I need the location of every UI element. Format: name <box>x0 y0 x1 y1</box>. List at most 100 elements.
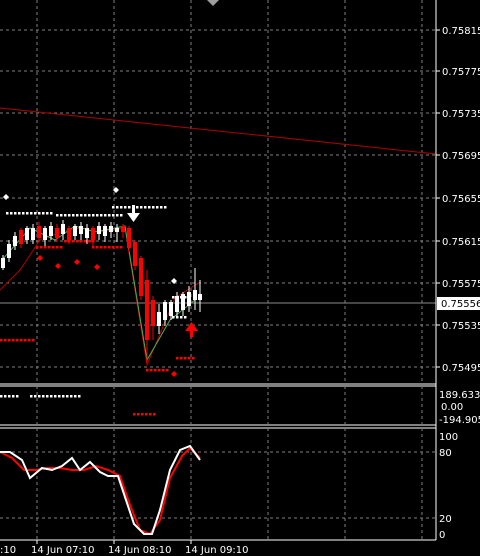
marker-dot <box>116 206 119 209</box>
marker-dot <box>52 246 55 249</box>
indicator-dot <box>133 413 136 416</box>
indicator-dot <box>153 413 156 416</box>
candlesticks <box>1 220 202 362</box>
marker-dot <box>136 206 139 209</box>
marker-dot <box>50 212 53 215</box>
price-label: 0.75655 <box>442 194 480 205</box>
marker-dot <box>172 296 175 299</box>
current-price-badge <box>437 297 480 310</box>
marker-dot <box>96 214 99 217</box>
price-label: 0.75735 <box>442 109 480 120</box>
candle-body <box>73 226 77 236</box>
marker-dot <box>76 240 79 243</box>
marker-dot <box>176 316 179 319</box>
marker-dot <box>100 246 103 249</box>
marker-dot <box>172 316 175 319</box>
trendline[interactable] <box>0 107 437 155</box>
indicator-dot <box>145 413 148 416</box>
oscillator-window <box>0 427 436 541</box>
price-label: 0.75695 <box>442 151 480 162</box>
marker-dot <box>92 214 95 217</box>
marker-dot <box>152 206 155 209</box>
marker-dot <box>162 369 165 372</box>
indicator-dot <box>38 395 41 398</box>
marker-dot <box>60 214 63 217</box>
indicator-dot <box>149 413 152 416</box>
candle-body <box>31 228 35 240</box>
marker-dot <box>42 212 45 215</box>
marker-dot <box>72 214 75 217</box>
marker-dot <box>146 369 149 372</box>
oscillator-level-label: 0 <box>439 530 445 541</box>
candle-body <box>91 228 95 240</box>
marker-dot <box>192 357 195 360</box>
marker-dot <box>0 339 3 342</box>
candle-body <box>79 226 83 234</box>
marker-dot <box>150 369 153 372</box>
down-arrow-icon <box>127 205 140 222</box>
marker-dot <box>28 339 31 342</box>
marker-dot <box>184 296 187 299</box>
marker-dot <box>160 206 163 209</box>
marker-dot <box>16 339 19 342</box>
marker-dot <box>184 357 187 360</box>
indicator-dot <box>30 395 33 398</box>
marker-dot <box>108 214 111 217</box>
marker-dot <box>80 240 83 243</box>
marker-dot <box>92 240 95 243</box>
marker-dot <box>100 214 103 217</box>
indicator-max-label: 189.6337 <box>439 390 480 401</box>
time-label: 14 Jun 08:10 <box>108 545 172 556</box>
marker-dot <box>56 246 59 249</box>
candle-body <box>1 258 5 268</box>
candle-body <box>151 300 155 326</box>
indicator-dot <box>74 395 77 398</box>
marker-dot <box>4 339 7 342</box>
candle-body <box>175 296 179 312</box>
oscillator-level-label: 100 <box>439 432 458 443</box>
marker-dot <box>76 214 79 217</box>
marker-dot <box>14 212 17 215</box>
marker-dot <box>108 246 111 249</box>
candle-body <box>163 302 167 320</box>
indicator-dot <box>12 395 15 398</box>
candle-body <box>103 226 107 236</box>
candle-body <box>193 290 197 300</box>
marker-dot <box>188 357 191 360</box>
candle-body <box>109 226 113 232</box>
indicator-dot <box>46 395 49 398</box>
marker-dot <box>20 339 23 342</box>
marker-dot <box>30 212 33 215</box>
marker-dot <box>124 206 127 209</box>
candle-body <box>115 228 119 232</box>
marker-dot <box>176 296 179 299</box>
indicator-dot <box>34 395 37 398</box>
candle-body <box>169 302 173 316</box>
indicator-dot <box>4 395 7 398</box>
upper-dots-white <box>6 206 191 319</box>
marker-dot <box>64 240 67 243</box>
price-label: 0.75575 <box>442 279 480 290</box>
marker-dot <box>164 206 167 209</box>
candle-body <box>127 228 131 248</box>
price-label: 0.75775 <box>442 67 480 78</box>
chart-shift-marker[interactable] <box>207 0 219 6</box>
marker-dot <box>68 240 71 243</box>
marker-dot <box>112 206 115 209</box>
candle-body <box>19 230 23 244</box>
indicator-window-1 <box>0 385 436 426</box>
oscillator-level-label: 80 <box>439 448 452 459</box>
marker-dot <box>104 246 107 249</box>
marker-dot <box>158 369 161 372</box>
candle-body <box>49 226 53 236</box>
main-grid <box>0 0 436 383</box>
current-price-label: 0.75556 <box>441 299 480 310</box>
marker-dot <box>104 214 107 217</box>
marker-dot <box>96 246 99 249</box>
indicator-dot <box>16 395 19 398</box>
marker-dot <box>184 316 187 319</box>
marker-dot <box>88 214 91 217</box>
marker-dot <box>34 212 37 215</box>
indicator-dot <box>58 395 61 398</box>
